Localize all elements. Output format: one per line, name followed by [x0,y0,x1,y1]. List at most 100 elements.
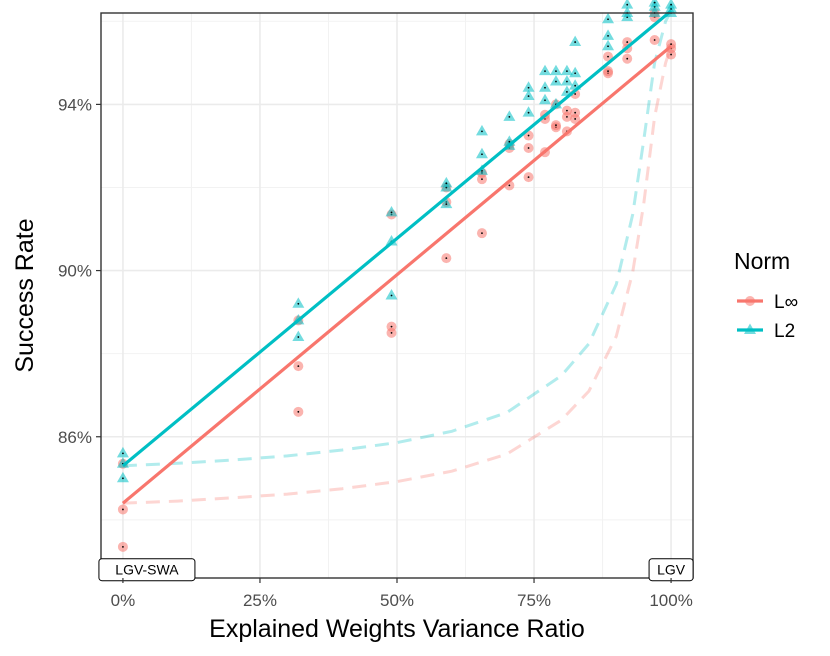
point-l2 [440,197,453,209]
y-tick-label: 86% [58,428,92,447]
point-l2 [116,471,129,483]
point-center-l2 [566,80,568,83]
legend-keys: L∞ L2 [737,292,798,342]
point-center-l2 [626,3,629,6]
point-center-linf [481,178,483,181]
point-center-l2 [481,130,483,133]
fit-line-linf [121,45,673,505]
reference-curve-l2 [122,10,673,468]
point-center-linf [607,70,609,73]
point-center-l2 [390,211,393,214]
point-l2 [522,106,535,117]
x-tick-label: 0% [111,591,136,610]
point-l2 [440,176,453,188]
point-center-l2 [508,115,511,118]
reference-curve-linf [122,45,673,505]
point-l2 [549,64,562,76]
point-l2 [621,6,634,17]
fit-line-l2 [121,9,673,468]
point-l2 [292,330,305,342]
point-center-linf [508,184,511,187]
legend: Norm L∞ L2 [734,248,798,342]
point-center-l2 [481,153,483,156]
point-center-linf [555,124,557,127]
point-center-l2 [574,84,577,87]
point-l2 [602,29,615,40]
point-center-linf [607,55,609,58]
point-l2 [503,110,516,121]
y-tick-label: 94% [58,95,92,114]
point-l2 [648,6,661,17]
point-l2 [116,446,129,458]
point-center-linf [653,39,656,41]
point-center-linf [481,232,483,235]
point-center-linf [670,43,672,46]
point-center-l2 [607,45,609,48]
point-l2 [539,64,551,76]
point-l2 [560,75,573,86]
point-center-linf [566,115,568,118]
corner-label-text: LGV-SWA [115,562,179,578]
point-center-linf [297,365,300,368]
y-axis-ticks: 86% 90% 94% [58,95,101,447]
point-l2 [539,93,551,105]
point-l2 [522,81,535,92]
point-center-linf [626,57,629,60]
reference-curves [122,10,673,505]
point-center-l2 [445,182,448,185]
point-center-l2 [653,1,656,4]
point-center-linf [122,508,124,511]
legend-marker-linf [745,296,755,306]
point-center-linf [626,41,629,43]
point-l2 [475,124,488,136]
point-center-l2 [445,203,448,206]
point-l2 [602,12,615,24]
point-center-l2 [527,111,530,114]
point-center-l2 [297,302,300,305]
point-center-l2 [670,3,672,6]
point-center-l2 [544,99,546,102]
point-center-linf [527,176,530,178]
fit-lines [121,9,673,505]
point-center-l2 [122,452,124,455]
legend-label-linf: L∞ [774,292,798,313]
point-l2 [385,235,398,246]
grid-major [101,13,693,578]
point-l2 [522,89,535,101]
point-center-l2 [574,72,577,75]
x-tick-label: 100% [649,591,692,610]
point-center-l2 [390,294,393,297]
point-center-linf [566,109,568,112]
x-tick-label: 50% [380,591,414,610]
x-tick-label: 25% [243,591,277,610]
point-center-l2 [555,70,557,73]
point-center-l2 [508,140,511,143]
point-center-linf [670,53,672,56]
point-l2 [475,147,488,159]
point-center-linf [574,93,577,95]
point-center-linf [527,134,530,137]
point-center-l2 [607,18,609,21]
point-center-l2 [555,80,557,83]
point-l2 [569,66,582,78]
x-axis-ticks: 0% 25% 50% 75% 100% [111,578,693,610]
point-l2 [569,35,582,47]
point-center-linf [122,545,124,548]
y-tick-label: 90% [58,262,92,281]
point-l2 [385,289,398,300]
point-l2 [292,297,305,308]
legend-title: Norm [734,248,790,274]
point-center-l2 [544,70,546,73]
x-axis-title: Explained Weights Variance Ratio [209,615,585,643]
point-center-l2 [297,336,300,338]
point-l2 [549,75,562,86]
point-center-linf [390,331,393,334]
point-center-l2 [607,34,609,37]
point-center-l2 [574,41,577,43]
point-center-linf [574,118,577,120]
point-l2 [385,205,398,217]
point-center-l2 [527,95,530,97]
point-center-linf [390,325,393,328]
point-center-linf [527,147,530,149]
point-center-linf [445,257,448,260]
